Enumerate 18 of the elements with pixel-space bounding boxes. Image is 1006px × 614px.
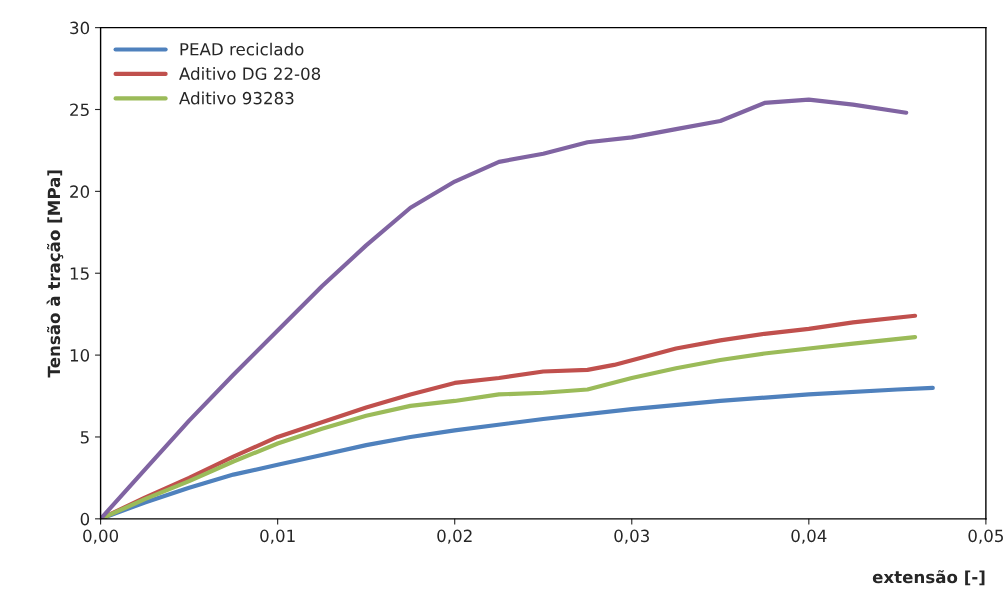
- x-tick-label: 0,00: [83, 529, 119, 544]
- x-axis-title: extensão [-]: [872, 570, 985, 586]
- y-tick-label: 10: [70, 349, 90, 362]
- y-tick-label: 5: [80, 431, 89, 444]
- x-tick-label: 0,01: [260, 529, 295, 544]
- y-tick-label: 20: [70, 185, 90, 198]
- x-tick-label: 0,05: [968, 529, 1003, 544]
- legend-label: Aditivo DG 22-08: [179, 67, 321, 80]
- y-tick-label: 15: [70, 267, 89, 280]
- legend-label: PEAD reciclado: [180, 42, 304, 56]
- legend-label: Aditivo 93283: [179, 91, 294, 105]
- y-tick-label: 0: [80, 512, 90, 526]
- x-tick-label: 0,03: [614, 529, 649, 544]
- y-tick-label: 30: [70, 21, 90, 35]
- y-axis-title: Tensão à tração [MPa]: [46, 170, 64, 378]
- x-tick-label: 0,02: [437, 529, 472, 544]
- x-tick-label: 0,04: [791, 529, 827, 544]
- y-tick-label: 25: [70, 103, 89, 117]
